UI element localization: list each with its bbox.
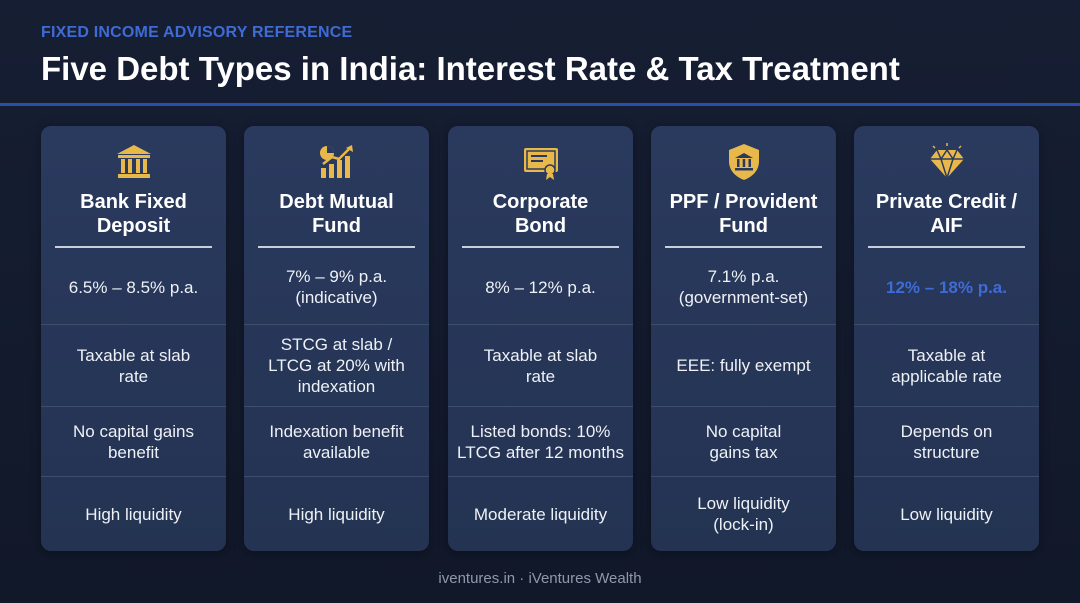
interest-rate-cell: 7.1% p.a. (government-set) — [651, 250, 836, 324]
growth-chart-icon — [317, 142, 357, 182]
card-header: Debt Mutual Fund — [244, 126, 429, 250]
eyebrow-label: FIXED INCOME ADVISORY REFERENCE — [41, 24, 353, 41]
card-corporate-bond: Corporate Bond 8% – 12% p.a. Taxable at … — [448, 126, 633, 551]
card-header: PPF / Provident Fund — [651, 126, 836, 250]
liquidity-line: High liquidity — [85, 504, 182, 524]
tax-line: rate — [118, 366, 149, 386]
liquidity-cell: Moderate liquidity — [448, 476, 633, 551]
tax-line: indexation — [297, 377, 376, 396]
card-title: Bank Fixed Deposit — [47, 190, 220, 238]
interest-rate-cell: 12% – 18% p.a. — [854, 250, 1039, 324]
liquidity-cell: Low liquidity (lock-in) — [651, 476, 836, 551]
liquidity-cell: High liquidity — [244, 476, 429, 551]
tax-line: Taxable at slab — [483, 345, 598, 365]
card-title-divider — [462, 246, 619, 248]
liquidity-line: Low liquidity — [900, 504, 993, 524]
liquidity-line: Low liquidity — [697, 494, 790, 513]
liquidity-cell: Low liquidity — [854, 476, 1039, 551]
card-title-line: AIF — [930, 215, 963, 237]
interest-rate-cell: 6.5% – 8.5% p.a. — [41, 250, 226, 324]
tax-line: applicable rate — [891, 366, 1002, 386]
tax-treatment-cell: Taxable at slab rate — [41, 324, 226, 406]
capital-gains-cell: Listed bonds: 10% LTCG after 12 months — [448, 406, 633, 476]
gains-line: gains tax — [709, 442, 778, 462]
page-title: Five Debt Types in India: Interest Rate … — [41, 50, 900, 87]
interest-rate-note: (government-set) — [678, 288, 809, 307]
tax-line: rate — [525, 366, 556, 386]
capital-gains-cell: No capital gains benefit — [41, 406, 226, 476]
tax-line: Taxable at slab — [76, 345, 191, 365]
card-title-line: Debt Mutual — [279, 191, 394, 213]
card-title-line: Fund — [719, 215, 768, 237]
card-title-divider — [665, 246, 822, 248]
interest-rate-cell: 8% – 12% p.a. — [448, 250, 633, 324]
card-ppf-provident-fund: PPF / Provident Fund 7.1% p.a. (governmen… — [651, 126, 836, 551]
card-title-line: PPF / Provident — [669, 191, 818, 213]
tax-treatment-cell: Taxable at applicable rate — [854, 324, 1039, 406]
debt-type-cards: Bank Fixed Deposit 6.5% – 8.5% p.a. Taxa… — [41, 126, 1039, 551]
tax-treatment-cell: EEE: fully exempt — [651, 324, 836, 406]
interest-rate-cell: 7% – 9% p.a. (indicative) — [244, 250, 429, 324]
card-title-line: Private Credit / — [875, 191, 1018, 213]
card-title-divider — [55, 246, 212, 248]
card-title: Corporate Bond — [454, 190, 627, 238]
gains-line: LTCG after 12 months — [457, 442, 624, 462]
tax-treatment-cell: STCG at slab / LTCG at 20% with indexation — [244, 324, 429, 406]
gains-line: No capital — [705, 421, 782, 441]
card-header: Corporate Bond — [448, 126, 633, 250]
card-title: Debt Mutual Fund — [250, 190, 423, 238]
gains-line: benefit — [107, 442, 160, 462]
card-title: Private Credit / AIF — [860, 190, 1033, 238]
certificate-icon — [521, 142, 561, 182]
card-title-line: Bond — [514, 215, 567, 237]
card-debt-mutual-fund: Debt Mutual Fund 7% – 9% p.a. (indicative… — [244, 126, 429, 551]
gains-line: No capital gains — [73, 421, 194, 441]
liquidity-line: (lock-in) — [713, 515, 774, 534]
tax-line: STCG at slab / — [280, 335, 393, 354]
tax-line: Taxable at — [907, 345, 986, 365]
gains-line: available — [302, 442, 371, 462]
card-title-divider — [258, 246, 415, 248]
card-title-line: Fund — [312, 215, 361, 237]
tax-treatment-cell: Taxable at slab rate — [448, 324, 633, 406]
gains-line: structure — [913, 442, 980, 462]
tax-line: LTCG at 20% with — [268, 356, 405, 375]
card-title-divider — [868, 246, 1025, 248]
interest-rate-note: (indicative) — [295, 288, 378, 307]
interest-rate: 7.1% p.a. — [707, 267, 780, 286]
card-title-line: Corporate — [492, 191, 589, 213]
liquidity-line: High liquidity — [288, 504, 385, 524]
capital-gains-cell: No capital gains tax — [651, 406, 836, 476]
card-bank-fixed-deposit: Bank Fixed Deposit 6.5% – 8.5% p.a. Taxa… — [41, 126, 226, 551]
capital-gains-cell: Depends on structure — [854, 406, 1039, 476]
bank-building-icon — [114, 142, 154, 182]
card-title-line: Deposit — [96, 215, 171, 237]
card-title-line: Bank Fixed — [80, 191, 187, 213]
card-header: Private Credit / AIF — [854, 126, 1039, 250]
liquidity-line: Moderate liquidity — [473, 504, 608, 524]
gains-line: Indexation benefit — [269, 421, 404, 441]
title-divider — [0, 103, 1080, 106]
card-header: Bank Fixed Deposit — [41, 126, 226, 250]
interest-rate: 8% – 12% p.a. — [485, 277, 596, 297]
gains-line: Depends on — [900, 421, 993, 441]
capital-gains-cell: Indexation benefit available — [244, 406, 429, 476]
interest-rate: 6.5% – 8.5% p.a. — [68, 277, 199, 297]
card-private-credit-aif: Private Credit / AIF 12% – 18% p.a. Taxa… — [854, 126, 1039, 551]
diamond-icon — [927, 142, 967, 182]
interest-rate-highlight: 12% – 18% p.a. — [886, 277, 1007, 297]
card-title: PPF / Provident Fund — [657, 190, 830, 238]
liquidity-cell: High liquidity — [41, 476, 226, 551]
tax-line: EEE: fully exempt — [676, 356, 811, 375]
gains-line: Listed bonds: 10% — [470, 421, 611, 441]
interest-rate: 7% – 9% p.a. — [285, 267, 388, 286]
footer-credit: iventures.in · iVentures Wealth — [438, 570, 642, 587]
shield-bank-icon — [724, 142, 764, 182]
